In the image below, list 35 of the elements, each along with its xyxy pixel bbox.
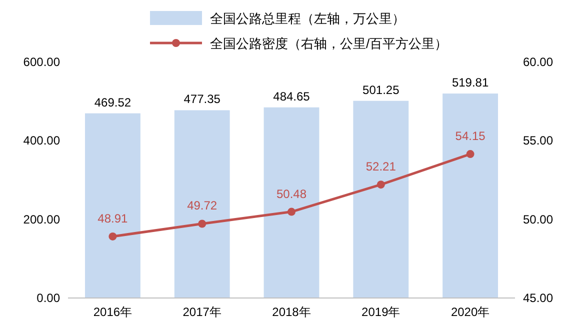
y2-tick-label: 45.00 [523,291,554,305]
point [466,150,474,158]
data-label: 54.15 [455,129,486,144]
legend-label: 全国公路总里程（左轴，万公里） [210,11,405,26]
y-tick-label: 0.00 [36,291,60,305]
point [288,208,296,216]
bar [442,94,498,298]
data-label: 49.72 [187,198,218,213]
y-tick-label: 400.00 [23,134,60,148]
y2-tick-label: 50.00 [523,212,554,226]
data-label: 48.91 [98,211,128,226]
x-tick-label: 2018年 [272,305,311,319]
data-label: 519.81 [452,76,489,90]
x-tick-label: 2016年 [93,305,132,319]
bar [264,107,320,298]
data-label: 501.25 [362,82,400,97]
y2-tick-label: 55.00 [523,134,554,148]
legend-label: 全国公路密度（右轴，公里/百平方公里） [210,36,448,51]
x-tick-label: 2017年 [182,305,222,319]
x-tick-label: 2020年 [450,305,490,319]
data-label: 469.52 [94,95,132,110]
data-label: 50.48 [276,186,307,201]
y-tick-label: 200.00 [23,212,60,226]
point [108,232,117,240]
bar [353,100,409,298]
x-tick-label: 2019年 [362,305,400,319]
point [376,180,385,189]
data-label: 484.65 [273,89,310,104]
data-label: 477.35 [184,92,221,106]
y-tick-label: 600.00 [23,55,60,69]
y2-tick-label: 60.00 [523,55,554,69]
data-label: 52.21 [366,160,396,174]
bar [174,110,230,298]
bar [84,113,140,298]
point [198,220,206,228]
